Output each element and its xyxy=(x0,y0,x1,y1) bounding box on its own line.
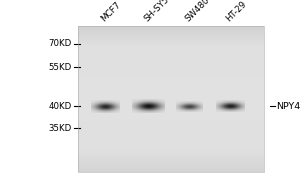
Text: SH-SY5Y: SH-SY5Y xyxy=(142,0,175,23)
Text: 40KD: 40KD xyxy=(48,102,71,111)
Text: 35KD: 35KD xyxy=(48,124,71,133)
Text: HT-29: HT-29 xyxy=(224,0,248,23)
Text: 70KD: 70KD xyxy=(48,39,71,48)
Text: NPY4R: NPY4R xyxy=(276,102,300,111)
Text: 55KD: 55KD xyxy=(48,62,71,71)
Text: MCF7: MCF7 xyxy=(100,0,123,23)
Text: SW480: SW480 xyxy=(183,0,211,23)
Bar xyxy=(78,26,264,172)
